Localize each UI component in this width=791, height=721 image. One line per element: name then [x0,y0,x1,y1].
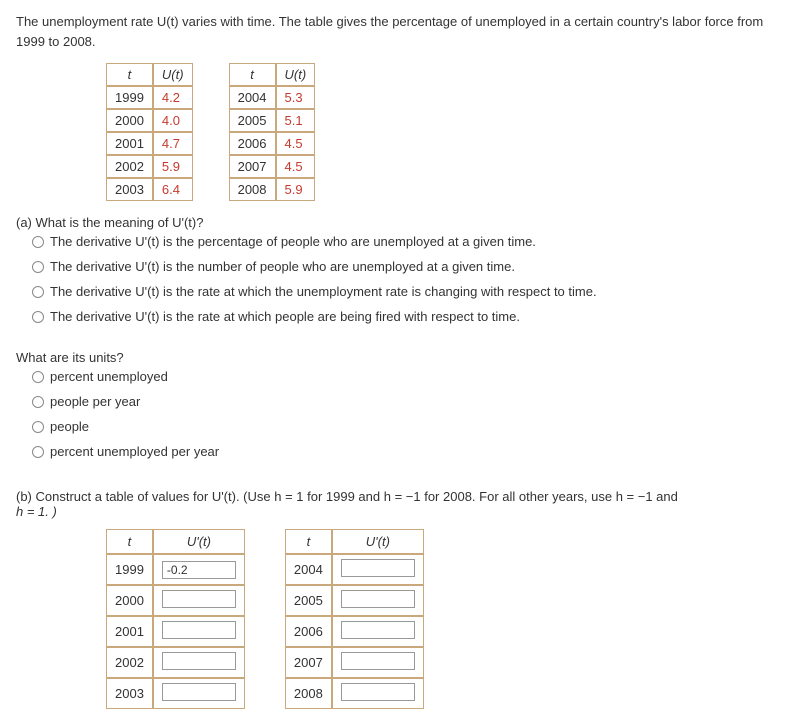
answer-input[interactable] [341,652,415,670]
answer-input[interactable] [341,683,415,701]
answer-input[interactable] [162,621,236,639]
table-header-t: t [106,63,153,86]
table-cell-value: 5.9 [276,178,316,201]
radio-icon [32,371,44,383]
radio-option[interactable]: people per year [32,394,775,409]
answer-input[interactable] [341,590,415,608]
table-cell-year: 1999 [106,554,153,585]
radio-label: people [50,419,89,434]
answer-input[interactable] [162,590,236,608]
radio-label: The derivative U'(t) is the number of pe… [50,259,515,274]
table-cell-year: 1999 [106,86,153,109]
table-cell-value: 4.5 [276,132,316,155]
radio-icon [32,261,44,273]
part-b-line1: (b) Construct a table of values for U'(t… [16,489,678,504]
table-cell-year: 2006 [229,132,276,155]
table-cell-year: 2000 [106,585,153,616]
table-cell-year: 2004 [229,86,276,109]
table-cell-year: 2008 [229,178,276,201]
radio-icon [32,446,44,458]
radio-icon [32,421,44,433]
radio-option[interactable]: The derivative U'(t) is the rate at whic… [32,309,775,324]
radio-label: percent unemployed per year [50,444,219,459]
table-header-u: U'(t) [153,529,245,554]
units-question: What are its units? [16,350,775,365]
radio-label: percent unemployed [50,369,168,384]
problem-intro: The unemployment rate U(t) varies with t… [16,12,775,51]
table-cell-year: 2006 [285,616,332,647]
table-cell-year: 2003 [106,678,153,709]
table-cell-year: 2001 [106,132,153,155]
part-b-question: (b) Construct a table of values for U'(t… [16,489,775,519]
radio-option[interactable]: people [32,419,775,434]
answer-input[interactable]: -0.2 [162,561,236,579]
radio-option[interactable]: percent unemployed [32,369,775,384]
table-cell-year: 2000 [106,109,153,132]
table-header-t: t [106,529,153,554]
table-header-u: U(t) [153,63,193,86]
radio-icon [32,286,44,298]
unemployment-table: t U(t) t U(t) 1999 4.2 2004 5.3 2000 4.0… [106,63,775,201]
table-cell-year: 2001 [106,616,153,647]
table-cell-value: 5.1 [276,109,316,132]
radio-option[interactable]: The derivative U'(t) is the percentage o… [32,234,775,249]
derivative-table: t U'(t) t U'(t) 1999 -0.2 2004 2000 2005… [106,529,775,709]
part-b-line2: h = 1. ) [16,504,57,519]
table-cell-year: 2002 [106,647,153,678]
table-header-t: t [285,529,332,554]
answer-input[interactable] [162,652,236,670]
radio-label: people per year [50,394,140,409]
table-cell-value: 6.4 [153,178,193,201]
table-cell-value: 5.3 [276,86,316,109]
table-cell-year: 2003 [106,178,153,201]
part-a-question: (a) What is the meaning of U'(t)? [16,215,775,230]
table-cell-value: 4.2 [153,86,193,109]
table-cell-year: 2004 [285,554,332,585]
radio-icon [32,236,44,248]
table-cell-value: 4.7 [153,132,193,155]
answer-input[interactable] [341,559,415,577]
table-cell-year: 2005 [229,109,276,132]
table-header-u: U'(t) [332,529,424,554]
table-header-t: t [229,63,276,86]
answer-input[interactable] [162,683,236,701]
table-header-u: U(t) [276,63,316,86]
radio-label: The derivative U'(t) is the rate at whic… [50,284,597,299]
radio-label: The derivative U'(t) is the rate at whic… [50,309,520,324]
answer-input[interactable] [341,621,415,639]
table-cell-year: 2008 [285,678,332,709]
table-cell-year: 2007 [229,155,276,178]
radio-option[interactable]: The derivative U'(t) is the rate at whic… [32,284,775,299]
radio-icon [32,396,44,408]
radio-icon [32,311,44,323]
radio-label: The derivative U'(t) is the percentage o… [50,234,536,249]
table-cell-year: 2007 [285,647,332,678]
table-cell-value: 4.0 [153,109,193,132]
radio-option[interactable]: The derivative U'(t) is the number of pe… [32,259,775,274]
radio-option[interactable]: percent unemployed per year [32,444,775,459]
table-cell-year: 2002 [106,155,153,178]
table-cell-year: 2005 [285,585,332,616]
table-cell-value: 5.9 [153,155,193,178]
table-cell-value: 4.5 [276,155,316,178]
